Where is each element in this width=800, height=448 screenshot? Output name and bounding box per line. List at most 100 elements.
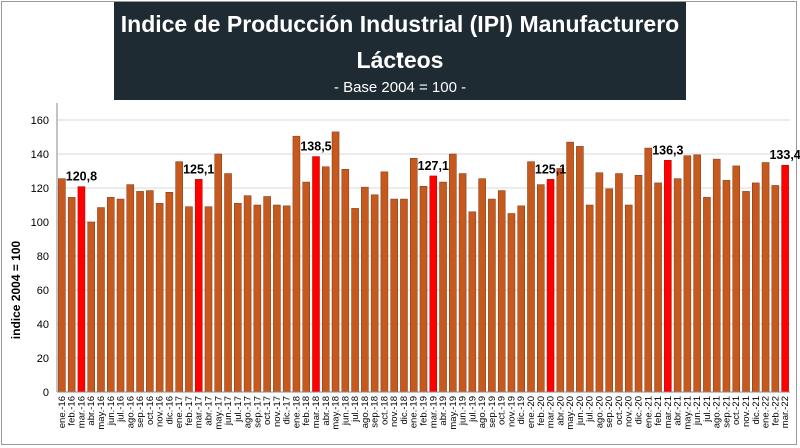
bar-oct.-21 (732, 165, 741, 393)
bar-oct.-19 (497, 190, 506, 393)
bar-jun.-18 (341, 169, 350, 393)
bar-may.-21 (683, 155, 692, 393)
bar-sep.-21 (722, 180, 731, 393)
x-tick-label: mar.-19 (428, 396, 439, 428)
x-tick-label: nov.-18 (389, 396, 400, 427)
x-tick-label: jun.-16 (106, 396, 117, 426)
bar-jun.-17 (224, 173, 232, 393)
bar-sep.-20 (605, 188, 613, 393)
x-tick-label: oct.-17 (262, 396, 273, 425)
x-tick-label: sep.-21 (721, 396, 732, 428)
bar-mar.-16 (77, 186, 86, 393)
chart-subtitle: - Base 2004 = 100 - (333, 79, 467, 96)
bar-feb.-17 (185, 206, 193, 393)
x-tick-label: ago.-20 (594, 396, 605, 428)
bar-feb.-18 (302, 181, 310, 393)
bar-may.-19 (449, 153, 457, 393)
x-tick-label: jun.-18 (340, 396, 351, 426)
title-banner: Indice de Producción Industrial (IPI) Ma… (114, 2, 686, 100)
x-tick-label: jul.-18 (350, 396, 361, 423)
x-tick-label: ene.-21 (643, 396, 654, 428)
data-label-mar.-16: 120,8 (66, 170, 97, 184)
bar-ago.-21 (712, 158, 721, 393)
bars (58, 131, 789, 393)
x-tick-label: may.-17 (213, 396, 224, 430)
bar-sep.-16 (136, 191, 144, 393)
bar-feb.-22 (771, 185, 780, 393)
x-tick-label: mar.-17 (194, 396, 205, 428)
bar-ene.-17 (175, 161, 183, 393)
x-tick-label: sep.-20 (604, 396, 615, 428)
bar-feb.-20 (537, 184, 545, 393)
bar-may.-16 (97, 207, 105, 393)
x-tick-label: ene.-16 (57, 396, 68, 428)
x-tick-label: abr.-16 (86, 396, 97, 426)
data-label-mar.-20: 125,1 (535, 162, 566, 176)
x-tick-label: mar.-18 (311, 396, 322, 428)
x-tick-label: sep.-17 (252, 396, 263, 428)
x-tick-label: dic.-17 (282, 396, 293, 425)
bar-abr.-19 (439, 181, 447, 393)
data-label-mar.-22: 133,4 (769, 148, 800, 162)
data-label-mar.-19: 127,1 (418, 159, 449, 173)
x-tick-label: dic.-18 (399, 396, 410, 425)
x-tick-label: nov.-20 (624, 396, 635, 427)
x-tick-label: abr.-21 (673, 396, 684, 426)
y-tick-label: 160 (31, 115, 49, 127)
x-tick-label: dic.-16 (164, 396, 175, 425)
x-tick-label: jun.-21 (692, 396, 703, 426)
bar-mar.-17 (194, 179, 203, 393)
chart-title-line-2: Lácteos (356, 47, 444, 73)
x-tick-label: ene.-20 (526, 396, 537, 428)
bar-nov.-18 (390, 198, 398, 393)
bar-abr.-21 (673, 178, 682, 393)
axes: 020406080100120140160ene.-16feb.-16mar.-… (31, 103, 791, 430)
x-tick-label: feb.-16 (67, 396, 78, 426)
x-tick-label: mar.-16 (76, 396, 87, 428)
bar-nov.-17 (273, 204, 281, 393)
x-tick-label: sep.-19 (487, 396, 498, 428)
bar-oct.-18 (380, 171, 389, 393)
x-tick-label: feb.-18 (301, 396, 312, 426)
x-tick-label: may.-21 (682, 396, 693, 430)
x-tick-label: jul.-17 (233, 396, 244, 423)
bar-dic.-19 (517, 205, 526, 393)
x-tick-label: oct.-21 (731, 396, 742, 425)
bar-jun.-21 (693, 154, 701, 393)
bar-jul.-21 (703, 197, 711, 393)
bar-ene.-18 (292, 135, 301, 393)
x-tick-label: jun.-20 (575, 396, 586, 426)
x-tick-label: mar.-22 (780, 396, 791, 428)
bar-abr.-20 (556, 168, 565, 393)
bar-jul.-20 (585, 204, 594, 393)
x-tick-label: feb.-20 (536, 396, 547, 426)
bar-oct.-20 (615, 173, 623, 393)
x-tick-label: ago.-19 (477, 396, 488, 428)
x-tick-label: oct.-19 (497, 396, 508, 425)
bar-dic.-17 (282, 205, 291, 393)
x-tick-label: abr.-19 (438, 396, 449, 426)
y-tick-label: 100 (31, 217, 49, 229)
bar-nov.-19 (507, 213, 516, 393)
bar-may.-18 (331, 131, 340, 393)
y-tick-label: 60 (37, 285, 49, 297)
x-tick-label: feb.-21 (653, 396, 664, 426)
bar-ago.-19 (478, 178, 486, 393)
bar-dic.-20 (634, 175, 643, 393)
x-tick-label: abr.-20 (555, 396, 566, 426)
bar-feb.-16 (67, 197, 76, 393)
x-tick-label: nov.-21 (741, 396, 752, 427)
bar-mar.-22 (781, 164, 789, 393)
x-tick-label: ene.-19 (409, 396, 420, 428)
bar-ago.-17 (243, 195, 252, 393)
x-tick-label: may.-16 (96, 396, 107, 430)
x-tick-label: dic.-20 (634, 396, 645, 425)
x-tick-label: ago.-21 (712, 396, 723, 428)
x-tick-label: ene.-22 (761, 396, 772, 428)
bar-oct.-17 (263, 196, 271, 393)
x-tick-label: ago.-18 (360, 396, 371, 428)
x-tick-label: jul.-16 (116, 396, 127, 423)
y-tick-label: 0 (43, 387, 49, 399)
y-tick-label: 40 (37, 319, 49, 331)
